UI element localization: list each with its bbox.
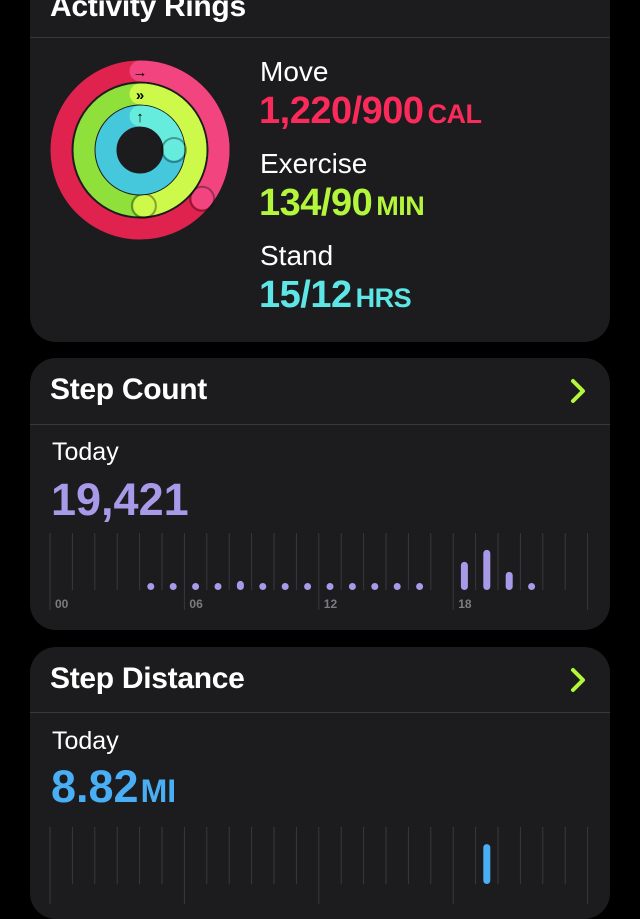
bar-hour-13 bbox=[348, 583, 356, 590]
stand-unit: HRS bbox=[355, 283, 412, 313]
exercise-value: 134/90 MIN bbox=[259, 182, 425, 225]
ring-edge bbox=[49, 59, 231, 241]
move-arrow-icon: → bbox=[133, 64, 148, 81]
x-tick-label: 18 bbox=[458, 597, 472, 611]
bar-hour-11 bbox=[304, 583, 312, 590]
bar-hour-6 bbox=[192, 583, 200, 590]
stand-label: Stand bbox=[260, 240, 334, 271]
exercise-ring-overlap bbox=[129, 83, 207, 217]
distance-unit: MI bbox=[140, 773, 177, 809]
stand-arrow-icon: ↑ bbox=[136, 109, 144, 126]
activity-rings-title: Activity Rings bbox=[50, 0, 246, 23]
step-count-card[interactable]: Step Count Today 19,421 00 06 12 18 bbox=[30, 358, 610, 630]
bar-hour-16 bbox=[416, 583, 424, 590]
stand-ring-end bbox=[161, 137, 187, 163]
bar-hour-15 bbox=[393, 583, 401, 590]
bar-hour-19 bbox=[483, 844, 491, 884]
exercise-label: Exercise bbox=[260, 148, 368, 179]
x-tick-label: 12 bbox=[324, 597, 338, 611]
stand-ring-overlap bbox=[129, 105, 185, 161]
bar-hour-21 bbox=[528, 583, 536, 590]
exercise-amount: 134/90 bbox=[259, 182, 373, 224]
move-amount: 1,220/900 bbox=[259, 90, 424, 132]
bar-hour-14 bbox=[371, 583, 379, 590]
divider bbox=[30, 37, 610, 38]
bar-hour-18 bbox=[460, 561, 468, 590]
bar-hour-19 bbox=[483, 549, 491, 590]
step-distance-period: Today bbox=[52, 727, 119, 755]
bar-hour-7 bbox=[214, 583, 222, 590]
move-unit: CAL bbox=[427, 99, 483, 129]
bar-hour-9 bbox=[259, 583, 267, 590]
bar-hour-20 bbox=[505, 571, 513, 590]
stand-value: 15/12 HRS bbox=[259, 274, 412, 317]
move-label: Move bbox=[260, 56, 329, 87]
bar-hour-8 bbox=[236, 580, 244, 590]
x-tick-label: 06 bbox=[189, 597, 203, 611]
bar-hour-4 bbox=[147, 583, 155, 590]
step-distance-value: 8.82MI bbox=[51, 761, 176, 813]
step-count-title: Step Count bbox=[50, 373, 207, 406]
exercise-unit: MIN bbox=[376, 191, 425, 221]
step-distance-title: Step Distance bbox=[50, 662, 245, 695]
bar-hour-5 bbox=[169, 583, 177, 590]
bar-hour-10 bbox=[281, 583, 289, 590]
step-distance-card[interactable]: Step Distance Today 8.82MI bbox=[30, 647, 610, 919]
activity-rings-card[interactable]: Activity Rings → » ↑ Move 1,220/900 CAL Exe… bbox=[30, 0, 610, 342]
step-distance-chart bbox=[49, 827, 589, 904]
exercise-arrow-icon: » bbox=[136, 87, 144, 104]
chevron-right-icon[interactable] bbox=[566, 665, 590, 695]
move-ring-end bbox=[189, 185, 216, 212]
x-tick-label: 00 bbox=[55, 597, 69, 611]
move-ring-overlap bbox=[129, 60, 230, 210]
move-value: 1,220/900 CAL bbox=[259, 90, 482, 133]
step-count-value: 19,421 bbox=[51, 474, 189, 525]
activity-rings-graphic: → » ↑ bbox=[49, 59, 231, 241]
divider bbox=[30, 424, 610, 425]
bar-hour-12 bbox=[326, 583, 334, 590]
distance-amount: 8.82 bbox=[51, 761, 139, 812]
stand-amount: 15/12 bbox=[259, 274, 352, 316]
step-count-period: Today bbox=[52, 438, 119, 466]
step-count-chart: 00 06 12 18 bbox=[49, 533, 589, 611]
divider bbox=[30, 712, 610, 713]
chevron-right-icon[interactable] bbox=[566, 376, 590, 406]
